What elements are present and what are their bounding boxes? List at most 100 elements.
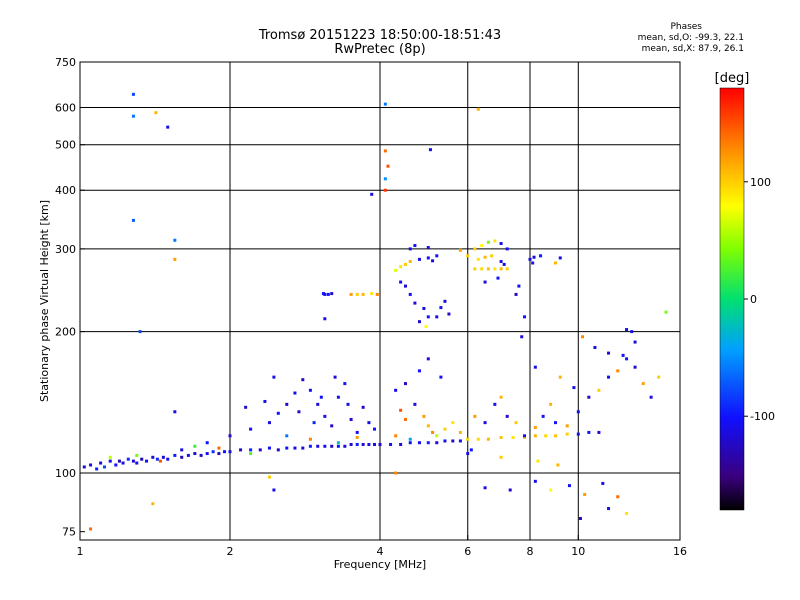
data-point — [499, 436, 503, 440]
data-point — [597, 388, 601, 392]
data-point — [316, 444, 320, 448]
data-point — [435, 315, 439, 319]
y-tick-label: 600 — [55, 102, 76, 115]
data-point — [131, 92, 135, 96]
data-point — [383, 177, 387, 181]
data-point — [480, 244, 484, 248]
data-point — [408, 247, 412, 251]
data-point — [173, 410, 177, 414]
data-point — [301, 446, 305, 450]
data-point — [154, 111, 158, 115]
data-point — [426, 315, 430, 319]
data-point — [103, 465, 107, 469]
data-point — [383, 188, 387, 192]
data-point — [323, 317, 327, 321]
data-point — [399, 265, 403, 269]
x-tick-label: 4 — [377, 545, 384, 558]
data-point — [424, 325, 428, 329]
data-point — [633, 340, 637, 344]
data-point — [394, 268, 398, 272]
data-point — [641, 382, 645, 386]
data-point — [319, 395, 323, 399]
data-point — [422, 306, 426, 310]
data-point — [473, 414, 477, 418]
data-point — [336, 395, 340, 399]
data-point — [558, 375, 562, 379]
colorbar — [719, 87, 745, 511]
data-point — [532, 255, 536, 259]
data-point — [293, 446, 297, 450]
data-point — [451, 421, 455, 425]
data-point — [508, 488, 512, 492]
data-point — [523, 315, 527, 319]
phases-o-stats: mean, sd,O: -99.3, 22.1 — [637, 33, 744, 43]
data-point — [486, 267, 490, 271]
data-point — [601, 481, 605, 485]
data-point — [505, 247, 509, 251]
data-point — [473, 247, 477, 251]
data-point — [166, 125, 170, 129]
data-point — [228, 450, 232, 454]
data-point — [343, 444, 347, 448]
data-point — [499, 242, 503, 246]
data-point — [490, 254, 494, 258]
data-point — [435, 434, 439, 438]
data-point — [276, 448, 280, 452]
colorbar-tick-label: 100 — [750, 176, 771, 189]
data-point — [108, 459, 112, 463]
data-point — [378, 442, 382, 446]
data-point — [417, 320, 421, 324]
data-point — [180, 455, 184, 459]
data-point — [431, 259, 435, 263]
data-point — [330, 292, 334, 296]
data-point — [451, 439, 455, 443]
data-point — [108, 455, 112, 459]
data-point — [330, 444, 334, 448]
data-point — [417, 369, 421, 373]
data-point — [466, 437, 470, 441]
data-point — [173, 257, 177, 261]
x-tick-label: 8 — [527, 545, 534, 558]
data-point — [343, 382, 347, 386]
data-point — [323, 414, 327, 418]
data-point — [312, 421, 316, 425]
data-point — [151, 502, 155, 506]
data-point — [316, 402, 320, 406]
data-point — [151, 455, 155, 459]
data-point — [553, 261, 557, 265]
data-point — [394, 471, 398, 475]
y-tick-label: 200 — [55, 326, 76, 339]
data-point — [166, 457, 170, 461]
data-point — [578, 517, 582, 521]
data-point — [408, 441, 412, 445]
y-tick-label: 300 — [55, 243, 76, 256]
data-point — [576, 432, 580, 436]
data-point — [426, 256, 430, 260]
data-point — [228, 434, 232, 438]
data-point — [514, 292, 518, 296]
data-point — [439, 375, 443, 379]
data-point — [443, 299, 447, 303]
data-point — [630, 330, 634, 334]
data-point — [565, 424, 569, 428]
data-point — [587, 395, 591, 399]
data-point — [486, 437, 490, 441]
data-point — [597, 430, 601, 434]
data-point — [616, 495, 620, 499]
data-point — [263, 399, 267, 403]
data-point — [625, 511, 629, 515]
data-point — [267, 446, 271, 450]
data-point — [399, 408, 403, 412]
data-point — [572, 386, 576, 390]
data-point — [607, 375, 611, 379]
data-point — [114, 463, 118, 467]
data-point — [520, 335, 524, 339]
data-point — [528, 257, 532, 261]
data-point — [499, 260, 503, 264]
data-point — [373, 427, 377, 431]
data-point — [193, 444, 197, 448]
data-point — [293, 391, 297, 395]
data-point — [239, 448, 243, 452]
data-point — [633, 365, 637, 369]
data-point — [567, 484, 571, 488]
